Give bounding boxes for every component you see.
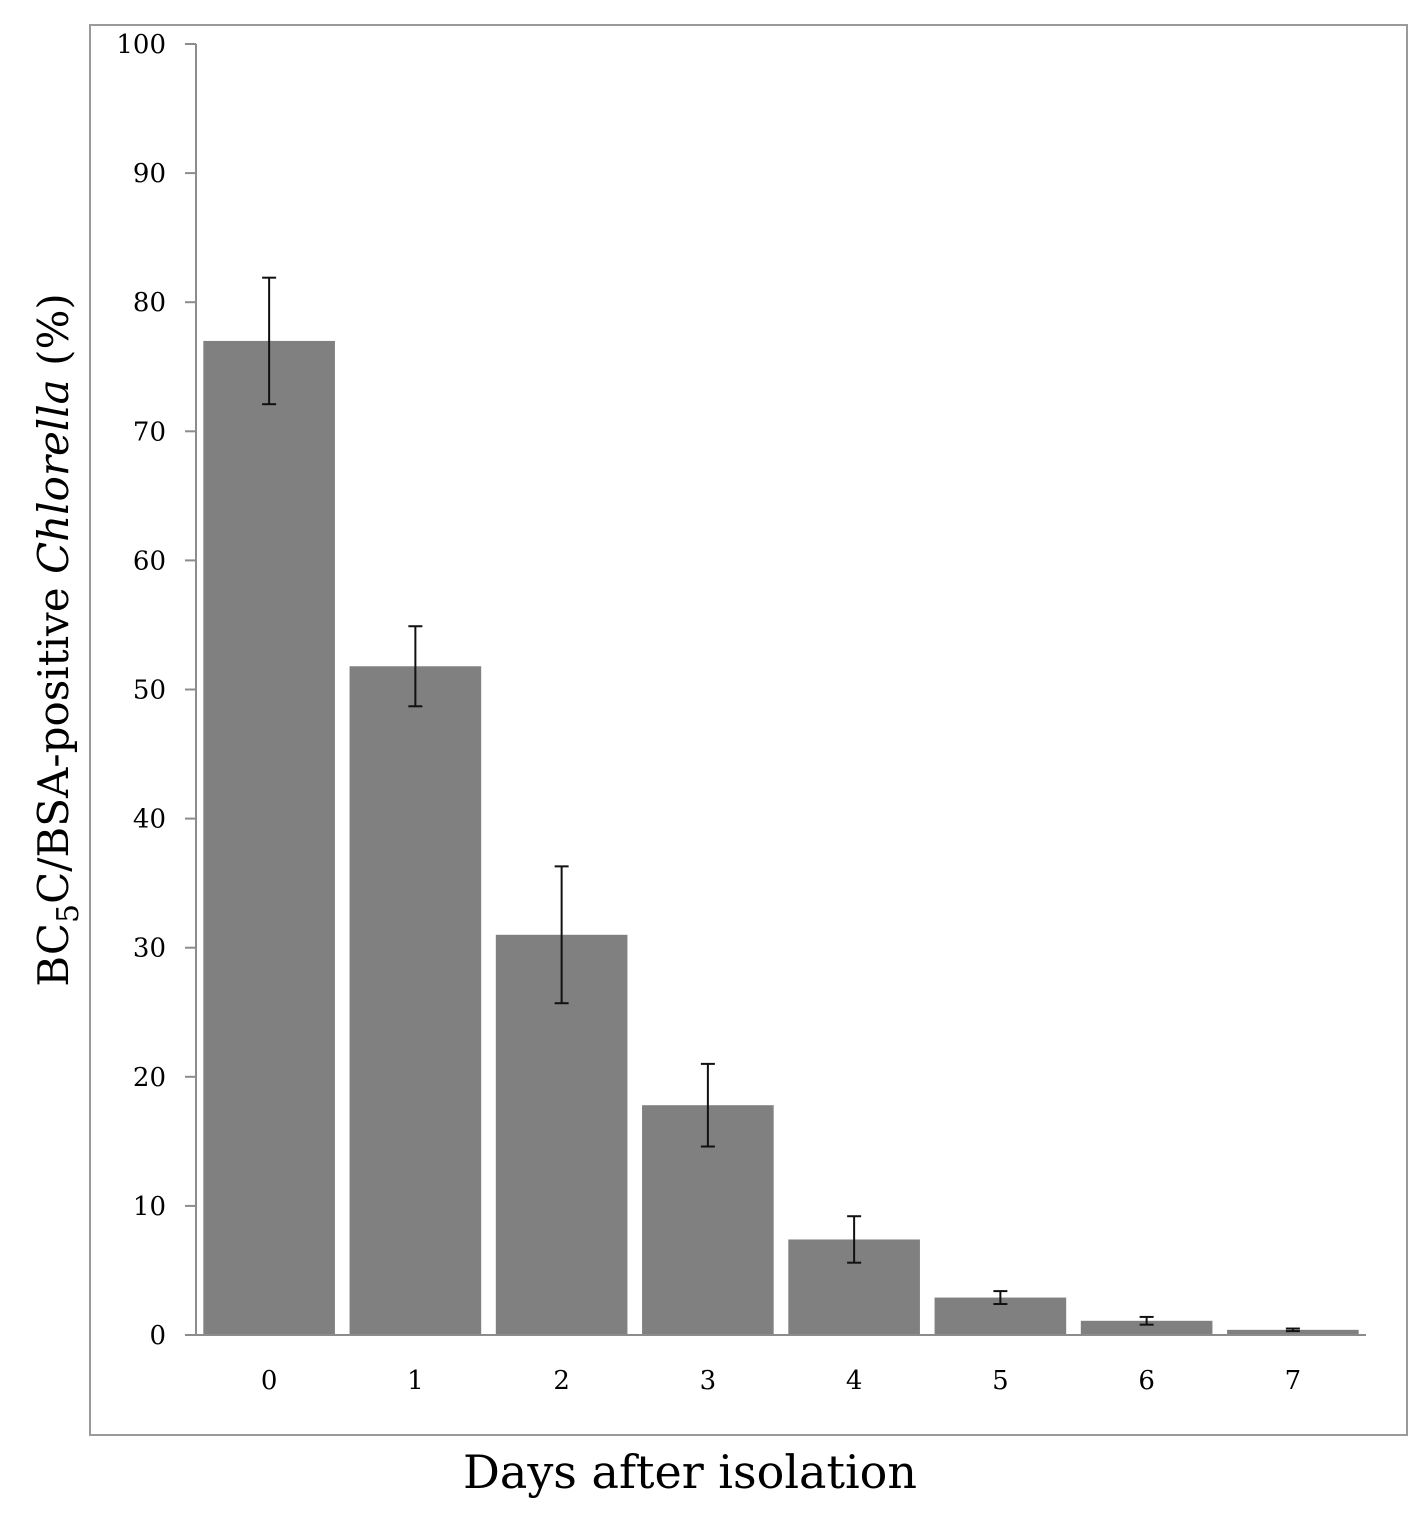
x-tick-label: 7 bbox=[1285, 1366, 1302, 1396]
y-label-italic: Chlorella bbox=[29, 379, 78, 574]
y-label-part2: C/BSA-positive bbox=[29, 574, 78, 904]
x-axis-ticks: 0 1 2 3 4 5 6 7 bbox=[261, 1366, 1301, 1396]
x-tick-label: 2 bbox=[553, 1366, 570, 1396]
y-axis-ticks: 0 10 20 30 40 50 60 70 80 90 100 bbox=[116, 30, 196, 1351]
y-tick-label: 30 bbox=[133, 934, 166, 964]
y-label-part3: (%) bbox=[29, 293, 78, 379]
y-label-part1: BC bbox=[29, 923, 78, 987]
y-tick-label: 10 bbox=[133, 1192, 166, 1222]
bars bbox=[203, 340, 1359, 1335]
error-bar-day-5 bbox=[993, 1290, 1008, 1306]
x-tick-label: 0 bbox=[261, 1366, 278, 1396]
chart-frame bbox=[89, 24, 1408, 1436]
y-tick-label: 90 bbox=[133, 159, 166, 189]
error-bar-day-7 bbox=[1285, 1327, 1300, 1333]
error-bar-day-6 bbox=[1139, 1315, 1154, 1326]
y-tick-label: 80 bbox=[133, 288, 166, 318]
y-tick-label: 0 bbox=[149, 1321, 166, 1351]
bar-day-6 bbox=[1080, 1320, 1213, 1335]
error-bar-day-3 bbox=[700, 1062, 715, 1148]
y-tick-label: 50 bbox=[133, 676, 166, 706]
y-tick-label: 40 bbox=[133, 805, 166, 835]
bar-day-7 bbox=[1227, 1329, 1359, 1335]
error-bar-day-1 bbox=[408, 625, 423, 708]
x-tick-label: 4 bbox=[846, 1366, 863, 1396]
error-bar-day-2 bbox=[554, 865, 569, 1005]
error-bars bbox=[262, 276, 1300, 1333]
x-tick-label: 3 bbox=[700, 1366, 717, 1396]
y-tick-label: 70 bbox=[133, 417, 166, 447]
y-tick-label: 20 bbox=[133, 1063, 166, 1093]
x-axis-label: Days after isolation bbox=[463, 1445, 917, 1499]
error-bar-day-4 bbox=[847, 1215, 862, 1264]
y-axis-label: BC5C/BSA-positive Chlorella (%) bbox=[29, 293, 86, 987]
y-tick-label: 60 bbox=[133, 546, 166, 576]
x-tick-label: 1 bbox=[407, 1366, 424, 1396]
bar-day-1 bbox=[349, 666, 482, 1335]
y-tick-label: 100 bbox=[116, 30, 166, 60]
x-tick-label: 6 bbox=[1138, 1366, 1155, 1396]
y-label-subscript: 5 bbox=[51, 904, 86, 923]
error-bar-day-0 bbox=[262, 276, 277, 406]
bar-day-0 bbox=[203, 340, 335, 1335]
x-tick-label: 5 bbox=[992, 1366, 1009, 1396]
